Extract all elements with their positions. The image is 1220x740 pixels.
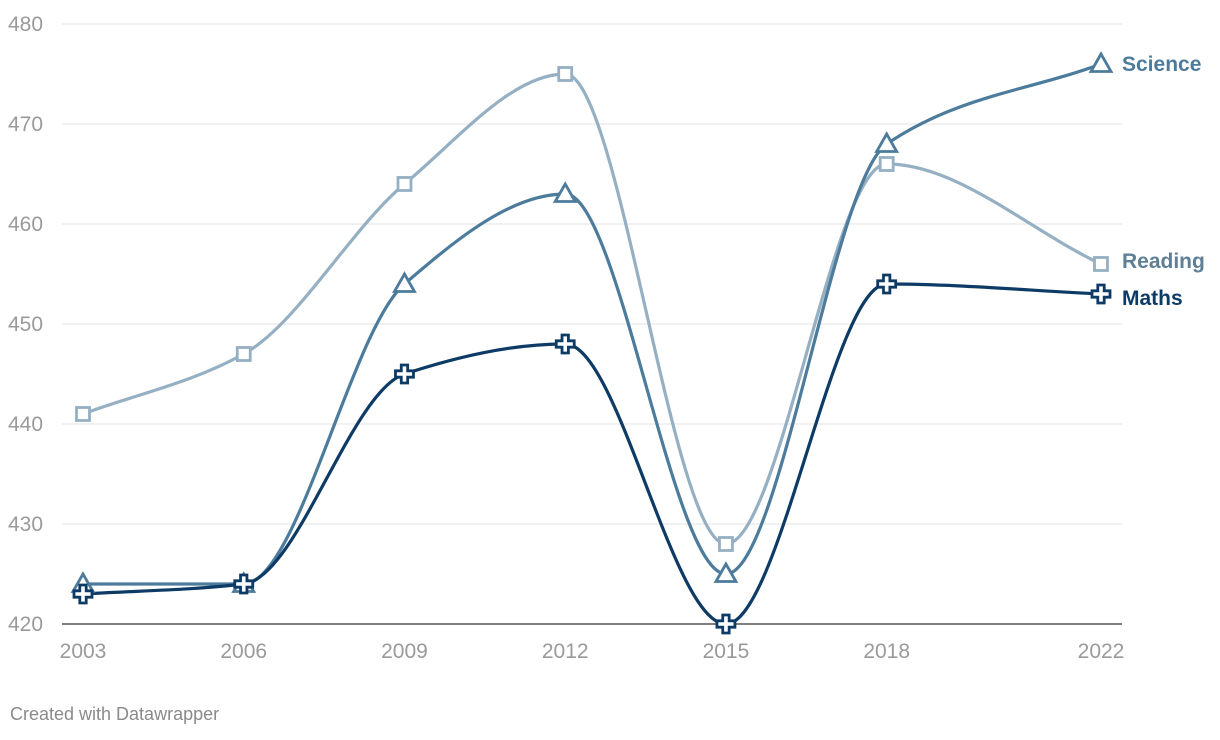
science-point xyxy=(1088,51,1114,73)
reading-point xyxy=(878,156,895,172)
series-labels: Reading Science Maths xyxy=(1122,53,1205,310)
x-axis: 2003 2006 2009 2012 2015 2018 2022 xyxy=(60,640,1125,663)
science-point xyxy=(713,561,739,583)
maths-point xyxy=(233,573,255,595)
maths-point xyxy=(876,273,898,295)
x-tick-label: 2006 xyxy=(220,640,267,663)
reading-label: Reading xyxy=(1122,250,1205,273)
maths-line xyxy=(81,282,1103,626)
reading-point xyxy=(718,536,734,552)
chart-credit: Created with Datawrapper xyxy=(10,704,220,724)
science-point xyxy=(392,271,417,293)
science-label: Science xyxy=(1122,53,1201,76)
y-tick-label: 430 xyxy=(8,513,43,536)
science-point xyxy=(552,181,578,203)
x-tick-label: 2022 xyxy=(1078,640,1125,663)
y-tick-label: 460 xyxy=(8,213,43,236)
maths-point xyxy=(72,583,94,605)
series-markers xyxy=(70,51,1114,635)
y-axis: 420 430 440 450 460 470 480 xyxy=(8,13,43,636)
reading-point xyxy=(396,176,413,192)
science-point xyxy=(874,131,900,153)
x-tick-label: 2015 xyxy=(703,640,750,663)
x-tick-label: 2012 xyxy=(542,640,589,663)
maths-point xyxy=(715,613,737,635)
maths-point xyxy=(1090,283,1112,305)
reading-point xyxy=(1093,256,1109,272)
gridlines xyxy=(62,23,1122,625)
reading-point xyxy=(235,346,252,362)
reading-point xyxy=(75,406,91,422)
y-tick-label: 440 xyxy=(8,413,43,436)
y-tick-label: 420 xyxy=(8,613,43,636)
maths-label: Maths xyxy=(1122,287,1183,310)
maths-point xyxy=(394,363,415,385)
y-tick-label: 470 xyxy=(8,113,43,136)
x-tick-label: 2003 xyxy=(60,640,107,663)
y-tick-label: 450 xyxy=(8,313,43,336)
series-lines xyxy=(81,62,1103,626)
y-tick-label: 480 xyxy=(8,13,43,36)
maths-point xyxy=(554,333,576,355)
reading-line xyxy=(81,72,1103,546)
x-tick-label: 2009 xyxy=(381,640,428,663)
reading-point xyxy=(557,66,574,82)
x-tick-label: 2018 xyxy=(863,640,910,663)
